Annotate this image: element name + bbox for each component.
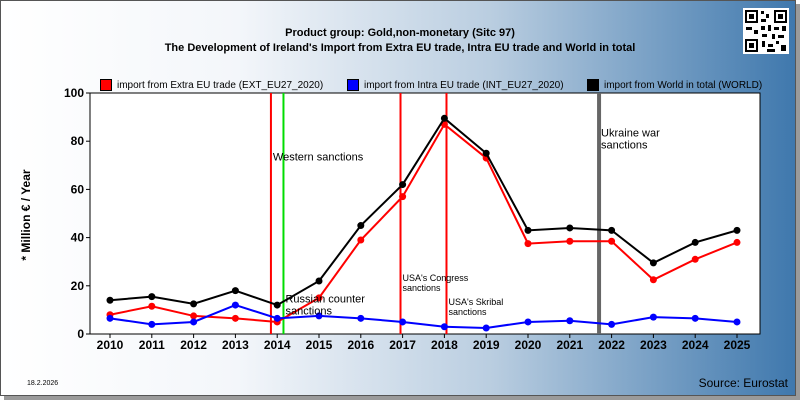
data-point bbox=[399, 193, 407, 201]
data-point bbox=[273, 314, 281, 322]
data-point bbox=[482, 149, 490, 157]
data-point bbox=[190, 312, 198, 320]
x-tick-label: 2013 bbox=[222, 338, 249, 352]
annotation-label: sanctions bbox=[403, 283, 442, 293]
y-tick-label: 100 bbox=[64, 86, 84, 100]
x-tick-label: 2015 bbox=[306, 338, 333, 352]
data-point bbox=[524, 226, 532, 234]
data-point bbox=[691, 314, 699, 322]
data-point bbox=[566, 224, 574, 232]
x-tick-label: 2017 bbox=[389, 338, 416, 352]
x-tick-label: 2020 bbox=[515, 338, 542, 352]
data-point bbox=[357, 314, 365, 322]
data-point bbox=[148, 320, 156, 328]
annotation-label: Ukraine war bbox=[601, 127, 660, 139]
y-tick-label: 40 bbox=[71, 231, 85, 245]
annotation-label: sanctions bbox=[601, 139, 648, 151]
data-point bbox=[148, 293, 156, 301]
data-point bbox=[733, 226, 741, 234]
data-point bbox=[440, 114, 448, 122]
x-tick-label: 2010 bbox=[97, 338, 124, 352]
data-point bbox=[524, 318, 532, 326]
data-point bbox=[273, 301, 281, 309]
data-point bbox=[315, 277, 323, 285]
y-tick-label: 80 bbox=[71, 134, 85, 148]
data-point bbox=[190, 318, 198, 326]
annotation-label: sanctions bbox=[285, 306, 332, 318]
data-point bbox=[190, 300, 198, 308]
data-point bbox=[649, 259, 657, 267]
data-point bbox=[649, 276, 657, 284]
legend-swatch bbox=[100, 79, 112, 91]
date-label: 18.2.2026 bbox=[27, 380, 59, 387]
qr-code-icon bbox=[743, 8, 789, 54]
data-point bbox=[691, 238, 699, 246]
legend-label: import from World in total (WORLD) bbox=[604, 79, 763, 91]
data-point bbox=[733, 318, 741, 326]
x-tick-label: 2011 bbox=[139, 338, 165, 352]
legend-label: import from Intra EU trade (INT_EU27_202… bbox=[364, 79, 564, 91]
y-tick-label: 0 bbox=[77, 327, 84, 341]
data-point bbox=[649, 313, 657, 321]
series-line-1 bbox=[109, 304, 738, 329]
data-point bbox=[315, 294, 323, 302]
source-label: Source: Eurostat bbox=[698, 376, 788, 390]
annotation-label: USA's Skribal bbox=[448, 297, 503, 307]
x-tick-label: 2023 bbox=[640, 338, 667, 352]
y-tick-label: 20 bbox=[71, 279, 85, 293]
legend-item: import from Extra EU trade (EXT_EU27_202… bbox=[100, 79, 323, 91]
annotation-label: USA's Congress bbox=[403, 273, 469, 283]
data-point bbox=[482, 324, 490, 332]
chart-legend: import from Extra EU trade (EXT_EU27_202… bbox=[0, 79, 800, 93]
plot-area bbox=[89, 92, 761, 335]
chart-title-line1: Product group: Gold,non-monetary (Sitc 9… bbox=[285, 27, 515, 39]
x-tick-label: 2014 bbox=[264, 338, 291, 352]
x-tick-label: 2024 bbox=[682, 338, 709, 352]
x-tick-label: 2021 bbox=[556, 338, 583, 352]
legend-item: import from World in total (WORLD) bbox=[587, 79, 762, 91]
data-point bbox=[148, 302, 156, 310]
data-point bbox=[608, 226, 616, 234]
annotation-label: sanctions bbox=[448, 307, 487, 317]
data-point bbox=[566, 317, 574, 325]
data-point bbox=[608, 320, 616, 328]
data-point bbox=[733, 238, 741, 246]
annotation-label: Western sanctions bbox=[273, 151, 364, 163]
data-point bbox=[231, 287, 239, 295]
x-tick-label: 2018 bbox=[431, 338, 458, 352]
data-point bbox=[608, 237, 616, 245]
data-point bbox=[231, 314, 239, 322]
data-point bbox=[440, 323, 448, 331]
data-point bbox=[106, 296, 114, 304]
data-point bbox=[524, 240, 532, 248]
data-point bbox=[357, 222, 365, 230]
data-point bbox=[399, 318, 407, 326]
y-tick-label: 60 bbox=[71, 182, 85, 196]
legend-label: import from Extra EU trade (EXT_EU27_202… bbox=[117, 79, 324, 91]
series-line-0 bbox=[109, 122, 738, 323]
chart-title-line2: The Development of Ireland's Import from… bbox=[164, 42, 636, 54]
legend-item: import from Intra EU trade (INT_EU27_202… bbox=[347, 79, 564, 91]
x-tick-label: 2016 bbox=[347, 338, 374, 352]
x-tick-label: 2012 bbox=[180, 338, 207, 352]
data-point bbox=[691, 255, 699, 263]
annotation-label: Russian counter bbox=[285, 294, 365, 306]
legend-swatch bbox=[347, 79, 359, 91]
data-point bbox=[231, 301, 239, 309]
x-tick-label: 2025 bbox=[724, 338, 751, 352]
x-tick-label: 2022 bbox=[598, 338, 625, 352]
data-point bbox=[106, 314, 114, 322]
data-point bbox=[566, 237, 574, 245]
data-point bbox=[399, 181, 407, 189]
legend-swatch bbox=[587, 79, 599, 91]
data-point bbox=[357, 236, 365, 244]
series-line-2 bbox=[109, 116, 738, 307]
x-tick-label: 2019 bbox=[473, 338, 500, 352]
data-point bbox=[315, 312, 323, 320]
